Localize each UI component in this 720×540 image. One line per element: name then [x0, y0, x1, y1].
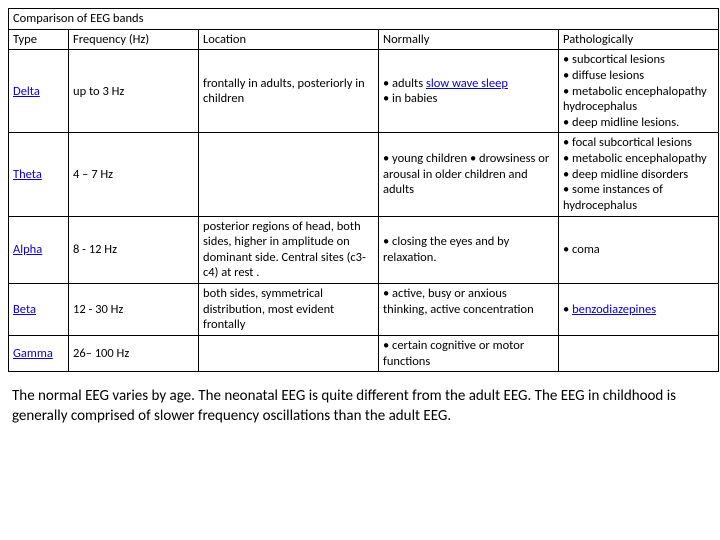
cell-pathologically: • subcortical lesions • diffuse lesions … — [559, 50, 719, 133]
cell-normally: • active, busy or anxious thinking, acti… — [379, 284, 559, 336]
table-row: Alpha 8 - 12 Hz posterior regions of hea… — [9, 216, 719, 284]
header-pathologically: Pathologically — [559, 29, 719, 50]
cell-pathologically: • coma — [559, 216, 719, 284]
table-title: Comparison of EEG bands — [9, 9, 719, 30]
cell-normally: • adults slow wave sleep • in babies — [379, 50, 559, 133]
header-normally: Normally — [379, 29, 559, 50]
cell-frequency: 26– 100 Hz — [69, 335, 199, 371]
cell-normally: • young children • drowsiness or arousal… — [379, 133, 559, 216]
paragraph-text: The normal EEG varies by age. The neonat… — [8, 386, 712, 427]
table-row: Delta up to 3 Hz frontally in adults, po… — [9, 50, 719, 133]
cell-location — [199, 133, 379, 216]
type-link-gamma[interactable]: Gamma — [13, 346, 53, 361]
header-type: Type — [9, 29, 69, 50]
cell-location: both sides, symmetrical distribution, mo… — [199, 284, 379, 336]
slow-wave-sleep-link[interactable]: slow wave sleep — [426, 76, 508, 91]
header-location: Location — [199, 29, 379, 50]
eeg-bands-table: Comparison of EEG bands Type Frequency (… — [8, 8, 719, 372]
cell-location: frontally in adults, posteriorly in chil… — [199, 50, 379, 133]
header-frequency: Frequency (Hz) — [69, 29, 199, 50]
cell-pathologically: • focal subcortical lesions • metabolic … — [559, 133, 719, 216]
cell-normally: • certain cognitive or motor functions — [379, 335, 559, 371]
table-row: Beta 12 - 30 Hz both sides, symmetrical … — [9, 284, 719, 336]
type-link-beta[interactable]: Beta — [13, 302, 36, 317]
cell-frequency: 8 - 12 Hz — [69, 216, 199, 284]
benzodiazepines-link[interactable]: benzodiazepines — [572, 302, 656, 317]
cell-frequency: 12 - 30 Hz — [69, 284, 199, 336]
cell-location — [199, 335, 379, 371]
cell-frequency: up to 3 Hz — [69, 50, 199, 133]
table-row: Gamma 26– 100 Hz • certain cognitive or … — [9, 335, 719, 371]
table-row: Theta 4 – 7 Hz • young children • drowsi… — [9, 133, 719, 216]
cell-pathologically: • benzodiazepines — [559, 284, 719, 336]
type-link-delta[interactable]: Delta — [13, 84, 40, 99]
type-link-theta[interactable]: Theta — [13, 167, 42, 182]
table-header-row: Type Frequency (Hz) Location Normally Pa… — [9, 29, 719, 50]
cell-normally: • closing the eyes and by relaxation. — [379, 216, 559, 284]
cell-pathologically — [559, 335, 719, 371]
cell-location: posterior regions of head, both sides, h… — [199, 216, 379, 284]
cell-frequency: 4 – 7 Hz — [69, 133, 199, 216]
type-link-alpha[interactable]: Alpha — [13, 242, 42, 257]
table-title-row: Comparison of EEG bands — [9, 9, 719, 30]
